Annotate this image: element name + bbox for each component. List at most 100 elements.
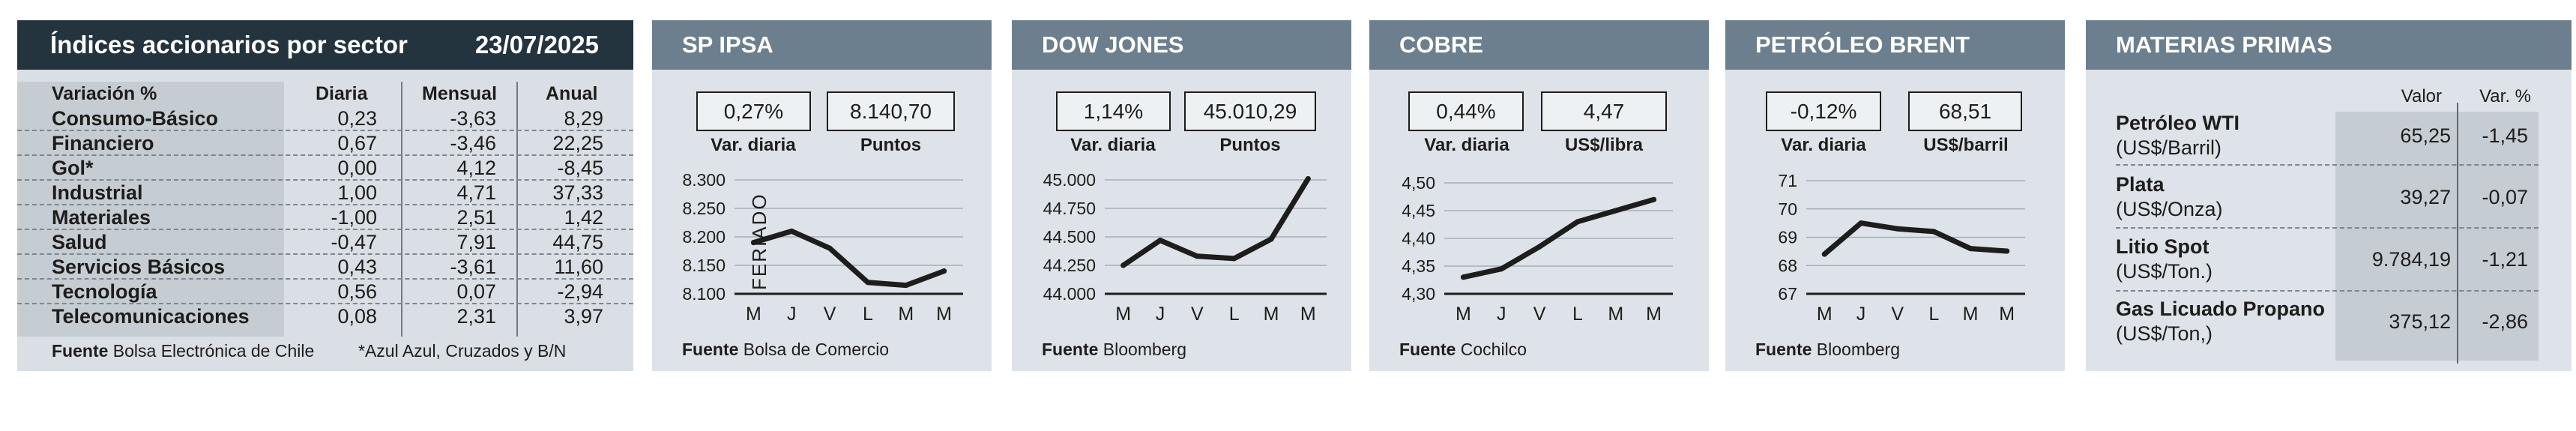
indices-row-name: Salud: [52, 231, 107, 253]
indices-row-anual: -8,45: [557, 157, 603, 179]
indices-row-anual: 44,75: [552, 231, 603, 253]
indices-row: Industrial 1,00 4,71 37,33: [17, 181, 633, 205]
indices-row-anual: 3,97: [564, 305, 603, 328]
y-tick-label: 4,35: [1402, 256, 1435, 276]
x-tick-label: M: [1264, 304, 1279, 325]
indices-name-column-shade: [17, 82, 284, 337]
data-point: [1460, 274, 1466, 280]
cobre-var-box: 0,44%: [1408, 91, 1524, 131]
indices-row-diaria: 0,67: [337, 132, 377, 154]
dow-var-box: 1,14%: [1056, 91, 1171, 131]
x-tick-label: J: [787, 304, 797, 325]
series-line: [1460, 196, 1657, 280]
data-point: [1305, 175, 1311, 181]
indices-row-name: Industrial: [52, 181, 143, 204]
materias-header-valor: Valor: [2401, 86, 2442, 106]
y-tick-label: 8.100: [682, 284, 726, 304]
dow-panel: DOW JONES 1,14% 45.010,29 Var. diaria Pu…: [1012, 20, 1351, 371]
materias-row-name: Plata: [2116, 173, 2165, 196]
data-point: [1821, 251, 1827, 257]
indices-header-mensual: Mensual: [422, 83, 498, 104]
indices-row-mensual: -3,63: [450, 107, 496, 130]
materias-row-valor: 39,27: [2400, 186, 2451, 208]
ipsa-panel: SP IPSA 0,27% 8.140,70 Var. diaria Punto…: [652, 20, 992, 371]
indices-row: Tecnología 0,56 0,07 -2,94: [17, 280, 633, 304]
feriado-annotation: FERIADO: [748, 193, 770, 290]
y-tick-label: 45.000: [1043, 170, 1096, 190]
x-tick-label: M: [746, 304, 761, 325]
indices-row: Gol* 0,00 4,12 -8,45: [17, 156, 633, 181]
indices-header-variacion: Variación %: [52, 83, 157, 104]
y-tick-label: 4,30: [1402, 284, 1435, 304]
y-tick-label: 4,50: [1402, 173, 1435, 193]
y-tick-label: 68: [1778, 256, 1797, 275]
x-tick-label: M: [1115, 304, 1131, 325]
materias-row-valor: 65,25: [2400, 124, 2451, 147]
indices-panel: Índices accionarios por sector 23/07/202…: [17, 20, 633, 371]
y-tick-label: 44.750: [1043, 199, 1096, 218]
series-line: [1120, 176, 1311, 268]
x-tick-label: V: [1533, 304, 1546, 325]
materias-row-divider: [2116, 290, 2539, 292]
indices-date: 23/07/2025: [474, 31, 599, 58]
x-tick-label: M: [1608, 304, 1623, 325]
data-point: [1268, 236, 1274, 242]
materias-row-valor: 375,12: [2389, 310, 2451, 333]
y-tick-label: 44.500: [1043, 227, 1096, 247]
source-text: Bloomberg: [1103, 340, 1187, 359]
source-label: Fuente: [1399, 340, 1456, 359]
materias-header-var: Var. %: [2479, 86, 2531, 106]
cobre-source: Fuente Cochilco: [1399, 340, 1527, 360]
indices-row-diaria: -0,47: [331, 231, 377, 253]
indices-header-diaria: Diaria: [316, 83, 368, 104]
source-label: Fuente: [1755, 340, 1812, 359]
indices-row: Consumo-Básico 0,23 -3,63 8,29: [17, 106, 633, 131]
y-tick-label: 71: [1778, 171, 1797, 190]
indices-row-name: Servicios Básicos: [52, 256, 226, 278]
ipsa-var-box: 0,27%: [696, 91, 811, 131]
x-tick-label: L: [1572, 304, 1583, 325]
materias-row-unit: (US$/Ton,): [2116, 322, 2213, 345]
source-label: Fuente: [52, 341, 109, 361]
indices-row-name: Tecnología: [52, 280, 157, 303]
indices-header-anual: Anual: [546, 83, 598, 104]
indices-source: Fuente Bolsa Electrónica de Chile: [52, 341, 314, 361]
materias-row-name: Gas Licuado Propano: [2116, 298, 2326, 320]
dow-var-label: Var. diaria: [1070, 135, 1156, 155]
indices-row: Telecomunicaciones 0,08 2,31 3,97: [17, 304, 633, 329]
data-point: [750, 240, 756, 246]
indices-row-mensual: 0,07: [456, 280, 496, 303]
y-tick-label: 70: [1778, 199, 1797, 219]
x-tick-label: M: [1999, 304, 2015, 325]
indices-row-anual: -2,94: [557, 280, 603, 303]
x-tick-label: V: [1191, 304, 1204, 325]
ipsa-value-label: Puntos: [860, 135, 922, 155]
indices-row-diaria: 1,00: [337, 181, 377, 204]
y-tick-label: 8.200: [682, 227, 726, 247]
source-label: Fuente: [682, 340, 739, 359]
indices-row-name: Telecomunicaciones: [52, 305, 250, 328]
data-point: [1858, 220, 1864, 226]
indices-row: Servicios Básicos 0,43 -3,61 11,60: [17, 255, 633, 280]
source-text: Bloomberg: [1816, 340, 1901, 359]
brent-var-label: Var. diaria: [1781, 135, 1866, 155]
indices-footnote: *Azul Azul, Cruzados y B/N: [358, 341, 567, 361]
series-line: [1821, 220, 2010, 257]
cobre-title: COBRE: [1369, 20, 1709, 70]
ipsa-value-box: 8.140,70: [827, 91, 955, 131]
x-tick-label: V: [824, 304, 836, 325]
materias-values-shade: [2335, 112, 2539, 361]
indices-column-divider: [516, 82, 518, 337]
indices-column-divider: [401, 82, 402, 337]
series-line: [750, 228, 947, 289]
brent-value-box: 68,51: [1908, 91, 2022, 131]
cobre-value-box: 4,47: [1541, 91, 1667, 131]
materias-row-unit: (US$/Ton.): [2116, 260, 2213, 283]
dow-title: DOW JONES: [1012, 20, 1351, 70]
x-tick-label: J: [1856, 304, 1866, 325]
indices-row-mensual: -3,46: [450, 132, 496, 154]
data-point: [1613, 208, 1619, 214]
y-tick-label: 44.250: [1043, 256, 1096, 275]
